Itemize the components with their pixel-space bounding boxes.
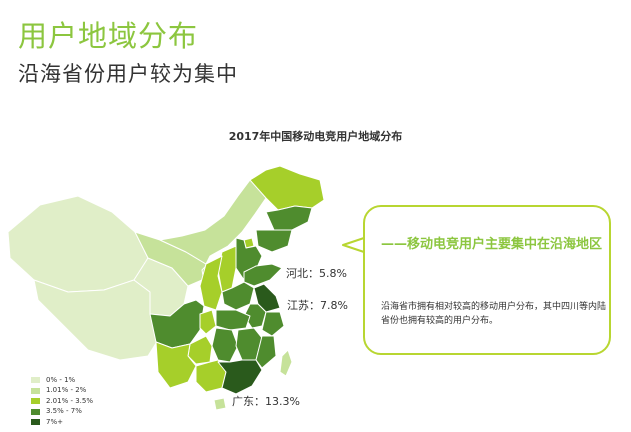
legend-swatch <box>30 376 41 385</box>
page-title: 用户地域分布 <box>18 19 199 53</box>
region-xinjiang[interactable] <box>7 195 149 293</box>
legend-item: 3.5% - 7% <box>30 407 93 418</box>
region-chongqing[interactable] <box>199 309 217 335</box>
legend-item: 2.01% - 3.5% <box>30 396 93 407</box>
guangdong-label: 广东：13.3% <box>232 395 300 408</box>
legend-swatch <box>30 407 41 416</box>
legend-label: 7%+ <box>46 417 63 426</box>
legend-label: 0% - 1% <box>46 375 76 384</box>
legend-label: 1.01% - 2% <box>46 386 87 395</box>
legend-item: 0% - 1% <box>30 375 93 386</box>
region-fujian[interactable] <box>255 335 277 369</box>
callout-heading: ——移动电竞用户主要集中在沿海地区 <box>381 237 603 252</box>
region-tibet[interactable] <box>33 279 161 361</box>
region-hubei[interactable] <box>215 309 251 331</box>
hebei-label: 河北：5.8% <box>286 267 347 280</box>
legend-item: 7%+ <box>30 417 93 428</box>
region-heilongjiang[interactable] <box>249 165 325 211</box>
legend-label: 3.5% - 7% <box>46 407 82 416</box>
legend-item: 1.01% - 2% <box>30 386 93 397</box>
callout-body: 沿海省市拥有相对较高的移动用户分布，其中四川等内陆省份也拥有较高的用户分布。 <box>381 302 607 326</box>
legend-swatch <box>30 386 41 395</box>
legend-label: 2.01% - 3.5% <box>46 396 93 405</box>
jiangsu-label: 江苏：7.8% <box>287 299 348 312</box>
region-liaoning[interactable] <box>255 229 293 253</box>
insight-callout: ——移动电竞用户主要集中在沿海地区 沿海省市拥有相对较高的移动用户分布，其中四川… <box>363 205 611 355</box>
region-zhejiang[interactable] <box>261 311 285 337</box>
region-shaanxi[interactable] <box>199 255 223 311</box>
region-hunan[interactable] <box>211 327 239 363</box>
region-jilin[interactable] <box>265 205 313 231</box>
region-guangdong[interactable] <box>217 359 263 395</box>
region-henan[interactable] <box>221 281 255 311</box>
legend-swatch <box>30 397 41 406</box>
region-taiwan[interactable] <box>279 349 293 377</box>
map-legend: 0% - 1% 1.01% - 2% 2.01% - 3.5% 3.5% - 7… <box>30 375 93 428</box>
page-subtitle: 沿海省份用户较为集中 <box>18 62 238 86</box>
legend-swatch <box>30 418 41 427</box>
region-hainan[interactable] <box>213 397 227 411</box>
map-title: 2017年中国移动电竞用户地域分布 <box>228 130 403 143</box>
